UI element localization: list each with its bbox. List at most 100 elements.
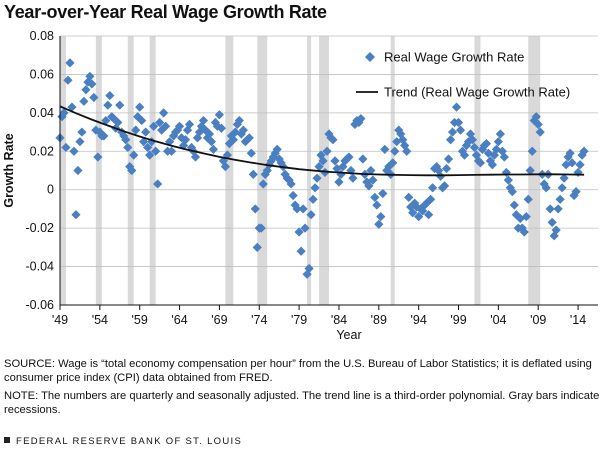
data-point xyxy=(447,127,458,137)
x-tick-label: '54 xyxy=(92,313,108,327)
data-point xyxy=(103,100,113,110)
data-point xyxy=(372,200,382,210)
data-point xyxy=(139,137,149,147)
data-point xyxy=(555,194,565,204)
data-point xyxy=(101,115,111,126)
legend-marker-diamond xyxy=(365,52,375,62)
data-point xyxy=(204,129,215,139)
data-point xyxy=(388,158,398,168)
x-tick-label: '04 xyxy=(490,313,506,327)
data-point xyxy=(356,114,366,124)
x-tick-label: '64 xyxy=(171,313,187,327)
data-point xyxy=(547,217,557,227)
data-point xyxy=(117,127,127,137)
data-point xyxy=(115,100,125,110)
data-point xyxy=(85,71,95,81)
data-point xyxy=(390,146,400,156)
y-axis-title: Growth Rate xyxy=(2,133,16,207)
data-point xyxy=(266,156,276,166)
footer-text: FEDERAL RESERVE BANK OF ST. LOUIS xyxy=(16,436,243,447)
data-point xyxy=(404,192,414,202)
data-point xyxy=(557,183,567,193)
data-point xyxy=(105,90,115,101)
y-tick-label: -0.02 xyxy=(26,221,55,235)
data-point xyxy=(129,150,139,160)
data-point xyxy=(344,152,354,162)
data-point xyxy=(408,208,418,218)
data-point xyxy=(121,135,131,145)
data-point xyxy=(469,142,480,153)
data-point xyxy=(69,146,79,156)
x-axis-title: Year xyxy=(336,328,361,342)
data-point xyxy=(459,150,470,160)
data-point xyxy=(149,121,159,131)
data-point xyxy=(89,92,99,103)
data-point xyxy=(521,212,531,222)
recession-bar xyxy=(390,36,395,305)
data-point xyxy=(376,212,386,222)
data-point xyxy=(491,144,501,154)
data-point xyxy=(457,146,468,156)
data-point xyxy=(443,154,454,164)
data-point xyxy=(410,198,420,208)
data-point xyxy=(260,169,270,179)
y-tick-label: 0.02 xyxy=(30,144,54,158)
recession-bar xyxy=(149,36,156,305)
data-point xyxy=(553,204,563,214)
data-point xyxy=(441,163,452,174)
data-point xyxy=(316,150,326,160)
data-point xyxy=(322,146,332,156)
data-point xyxy=(320,167,330,178)
data-point xyxy=(368,175,378,185)
data-point xyxy=(467,135,478,145)
data-point xyxy=(234,115,244,126)
legend-label-wage-growth: Real Wage Growth Rate xyxy=(384,50,524,65)
data-point xyxy=(276,158,286,168)
recession-bar xyxy=(225,36,234,305)
data-point xyxy=(95,127,105,137)
data-point xyxy=(501,167,511,178)
data-point xyxy=(509,200,519,210)
data-point xyxy=(402,146,412,156)
data-point xyxy=(310,183,320,193)
data-point xyxy=(493,137,503,147)
recession-bar xyxy=(60,36,66,305)
data-point xyxy=(503,175,513,185)
data-point xyxy=(155,117,165,128)
data-point xyxy=(428,183,438,193)
data-point xyxy=(190,152,201,162)
data-point xyxy=(131,125,141,135)
data-point xyxy=(298,204,308,214)
y-tick-label: -0.06 xyxy=(26,298,55,312)
data-point xyxy=(135,102,145,112)
data-point xyxy=(87,79,97,89)
data-point xyxy=(214,110,225,120)
data-point xyxy=(99,131,109,141)
data-point xyxy=(294,227,304,237)
data-point xyxy=(304,263,314,274)
data-point xyxy=(290,200,300,210)
data-point xyxy=(174,121,185,131)
data-point xyxy=(338,162,348,172)
x-tick-label: '09 xyxy=(530,313,546,327)
data-point xyxy=(286,179,296,189)
data-point xyxy=(292,204,302,214)
data-point xyxy=(330,156,340,166)
data-point xyxy=(314,162,324,172)
data-point xyxy=(364,181,374,191)
data-point xyxy=(374,219,384,229)
data-point xyxy=(398,135,408,145)
data-point xyxy=(153,179,163,189)
data-point xyxy=(453,117,464,128)
x-tick-label: '74 xyxy=(251,313,267,327)
trend-line xyxy=(59,105,585,177)
data-point xyxy=(180,135,191,145)
data-point xyxy=(300,223,310,233)
data-point xyxy=(194,127,205,137)
data-point xyxy=(571,187,581,197)
data-point xyxy=(268,152,278,162)
x-tick-label: '49 xyxy=(52,313,68,327)
data-point xyxy=(573,167,583,178)
y-tick-label: 0.06 xyxy=(30,67,54,81)
